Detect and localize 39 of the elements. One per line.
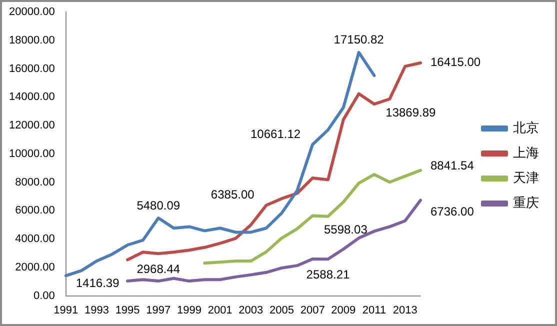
y-tick-label: 10000.00: [8, 148, 55, 160]
x-tick-label: 2009: [331, 304, 356, 316]
data-label: 16415.00: [430, 55, 481, 70]
legend-label: 上海: [513, 145, 539, 160]
y-tick-label: 16000.00: [8, 62, 55, 75]
data-label: 6736.00: [430, 204, 474, 219]
legend-label: 重庆: [513, 195, 539, 210]
x-tick-label: 1995: [115, 304, 140, 316]
y-tick-label: 12000.00: [8, 120, 55, 132]
data-label: 2968.44: [136, 262, 180, 276]
y-tick-label: 0.00: [33, 290, 55, 302]
data-label: 5598.03: [324, 222, 368, 237]
data-label: 2588.21: [306, 267, 350, 282]
data-label: 8841.54: [430, 158, 474, 173]
data-label: 10661.12: [250, 126, 301, 141]
legend-label: 天津: [513, 170, 539, 186]
y-tick-label: 8000.00: [15, 176, 55, 188]
data-label: 6385.00: [210, 188, 255, 202]
y-tick-label: 4000.00: [15, 233, 55, 246]
x-tick-label: 2005: [269, 304, 294, 316]
x-tick-label: 1993: [84, 304, 109, 316]
data-label: 5480.09: [136, 198, 180, 212]
data-label: 17150.82: [334, 32, 384, 47]
x-tick-label: 2011: [362, 304, 386, 316]
x-tick-label: 2013: [392, 304, 418, 316]
x-tick-label: 1997: [146, 304, 171, 316]
data-label: 1416.39: [76, 276, 120, 290]
x-tick-label: 2007: [300, 304, 325, 316]
y-tick-label: 2000.00: [15, 261, 55, 274]
y-tick-label: 18000.00: [8, 34, 55, 46]
y-tick-label: 14000.00: [8, 91, 55, 104]
data-label: 13869.89: [386, 105, 436, 120]
x-tick-label: 2001: [208, 304, 232, 316]
y-tick-label: 20000.00: [8, 6, 55, 18]
legend-label: 北京: [513, 120, 539, 136]
x-tick-label: 1991: [54, 304, 78, 316]
x-tick-label: 2003: [238, 304, 264, 316]
y-tick-label: 6000.00: [15, 204, 55, 217]
x-tick-label: 1999: [176, 304, 202, 316]
